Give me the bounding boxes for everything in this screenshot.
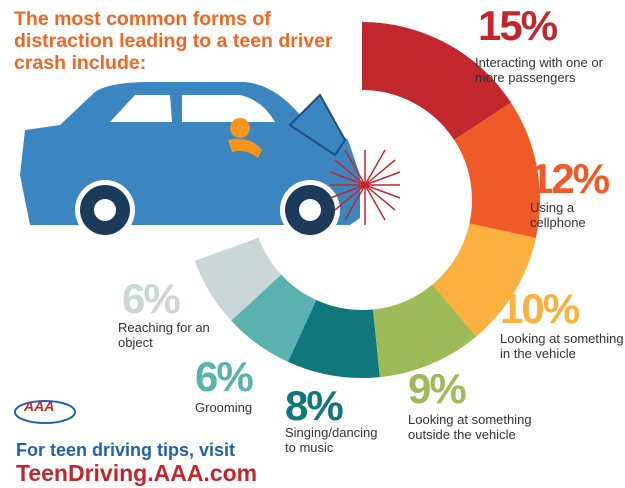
category-label: Singing/dancing to music	[285, 425, 385, 455]
percent-label: 9%	[408, 368, 465, 410]
title: The most common forms of distraction lea…	[14, 8, 364, 74]
percent-label: 15%	[478, 5, 556, 47]
category-label: Looking at something outside the vehicle	[408, 412, 548, 442]
category-label: Using a cellphone	[530, 200, 620, 230]
percent-label: 8%	[285, 385, 342, 427]
car	[20, 82, 400, 240]
footer-text: For teen driving tips, visit	[16, 440, 235, 461]
infographic: The most common forms of distraction lea…	[0, 0, 625, 488]
logo: AAA	[24, 398, 54, 414]
category-label: Looking at something in the vehicle	[500, 331, 625, 361]
percent-label: 6%	[122, 278, 179, 320]
percent-label: 6%	[195, 356, 252, 398]
category-label: Reaching for an object	[118, 320, 228, 350]
footer-url[interactable]: TeenDriving.AAA.com	[16, 460, 257, 487]
category-label: Interacting with one or more passengers	[475, 55, 625, 85]
percent-label: 12%	[530, 158, 608, 200]
percent-label: 10%	[500, 288, 578, 330]
category-label: Grooming	[195, 400, 285, 415]
